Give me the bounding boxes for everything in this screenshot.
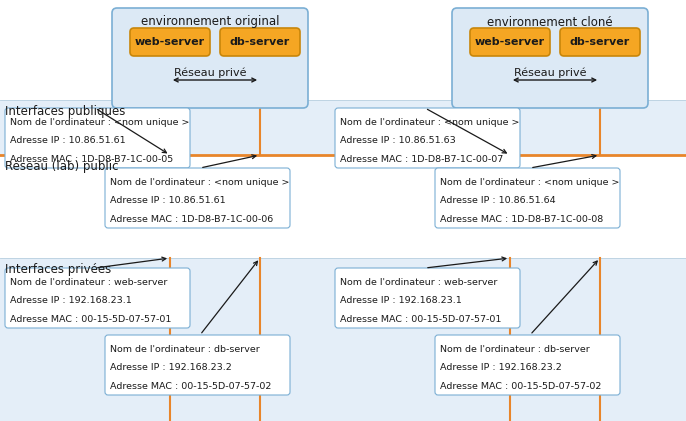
FancyBboxPatch shape	[435, 168, 620, 228]
Text: Adresse MAC : 00-15-5D-07-57-01: Adresse MAC : 00-15-5D-07-57-01	[340, 315, 501, 324]
Text: Adresse MAC : 1D-D8-B7-1C-00-05: Adresse MAC : 1D-D8-B7-1C-00-05	[10, 155, 174, 164]
Text: Adresse MAC : 1D-D8-B7-1C-00-06: Adresse MAC : 1D-D8-B7-1C-00-06	[110, 215, 273, 224]
Text: Nom de l'ordinateur : web-server: Nom de l'ordinateur : web-server	[340, 277, 497, 287]
FancyBboxPatch shape	[5, 268, 190, 328]
FancyBboxPatch shape	[130, 28, 210, 56]
Bar	[0, 258, 686, 421]
FancyBboxPatch shape	[435, 335, 620, 395]
Text: Adresse IP : 10.86.51.61: Adresse IP : 10.86.51.61	[110, 196, 226, 205]
Text: Adresse MAC : 1D-D8-B7-1C-00-07: Adresse MAC : 1D-D8-B7-1C-00-07	[340, 155, 504, 164]
Text: Adresse IP : 192.168.23.2: Adresse IP : 192.168.23.2	[440, 363, 562, 372]
Text: Adresse IP : 10.86.51.64: Adresse IP : 10.86.51.64	[440, 196, 556, 205]
Text: Réseau privé: Réseau privé	[514, 68, 587, 78]
Text: Réseau privé: Réseau privé	[174, 68, 246, 78]
FancyBboxPatch shape	[452, 8, 648, 108]
FancyBboxPatch shape	[220, 28, 300, 56]
Text: Interfaces publiques: Interfaces publiques	[5, 105, 126, 118]
FancyBboxPatch shape	[105, 335, 290, 395]
Text: Nom de l'ordinateur : <nom unique >: Nom de l'ordinateur : <nom unique >	[10, 117, 189, 127]
Text: Adresse MAC : 00-15-5D-07-57-02: Adresse MAC : 00-15-5D-07-57-02	[110, 382, 272, 391]
Text: environnement original: environnement original	[141, 16, 279, 29]
Text: web-server: web-server	[475, 37, 545, 47]
Text: Adresse MAC : 00-15-5D-07-57-01: Adresse MAC : 00-15-5D-07-57-01	[10, 315, 171, 324]
FancyBboxPatch shape	[560, 28, 640, 56]
Text: Réseau (lab) public: Réseau (lab) public	[5, 160, 119, 173]
Text: Adresse MAC : 1D-D8-B7-1C-00-08: Adresse MAC : 1D-D8-B7-1C-00-08	[440, 215, 603, 224]
Text: Adresse IP : 192.168.23.2: Adresse IP : 192.168.23.2	[110, 363, 232, 372]
Text: Nom de l'ordinateur : db-server: Nom de l'ordinateur : db-server	[440, 344, 590, 354]
FancyBboxPatch shape	[112, 8, 308, 108]
Text: Nom de l'ordinateur : db-server: Nom de l'ordinateur : db-server	[110, 344, 260, 354]
Text: Adresse IP : 10.86.51.61: Adresse IP : 10.86.51.61	[10, 136, 126, 145]
Text: Nom de l'ordinateur : <nom unique >: Nom de l'ordinateur : <nom unique >	[340, 117, 519, 127]
FancyBboxPatch shape	[105, 168, 290, 228]
Text: Adresse IP : 192.168.23.1: Adresse IP : 192.168.23.1	[340, 296, 462, 305]
FancyBboxPatch shape	[335, 268, 520, 328]
FancyBboxPatch shape	[5, 108, 190, 168]
Text: web-server: web-server	[135, 37, 205, 47]
Text: Nom de l'ordinateur : <nom unique >: Nom de l'ordinateur : <nom unique >	[440, 178, 619, 187]
Text: Adresse IP : 10.86.51.63: Adresse IP : 10.86.51.63	[340, 136, 456, 145]
Text: Adresse MAC : 00-15-5D-07-57-02: Adresse MAC : 00-15-5D-07-57-02	[440, 382, 602, 391]
FancyBboxPatch shape	[470, 28, 550, 56]
Text: Nom de l'ordinateur : <nom unique >: Nom de l'ordinateur : <nom unique >	[110, 178, 289, 187]
Bar	[0, 100, 686, 155]
Text: environnement cloné: environnement cloné	[487, 16, 613, 29]
Text: Adresse IP : 192.168.23.1: Adresse IP : 192.168.23.1	[10, 296, 132, 305]
FancyBboxPatch shape	[335, 108, 520, 168]
Text: Interfaces privées: Interfaces privées	[5, 263, 111, 276]
Text: Nom de l'ordinateur : web-server: Nom de l'ordinateur : web-server	[10, 277, 167, 287]
Text: db-server: db-server	[570, 37, 630, 47]
Text: db-server: db-server	[230, 37, 290, 47]
